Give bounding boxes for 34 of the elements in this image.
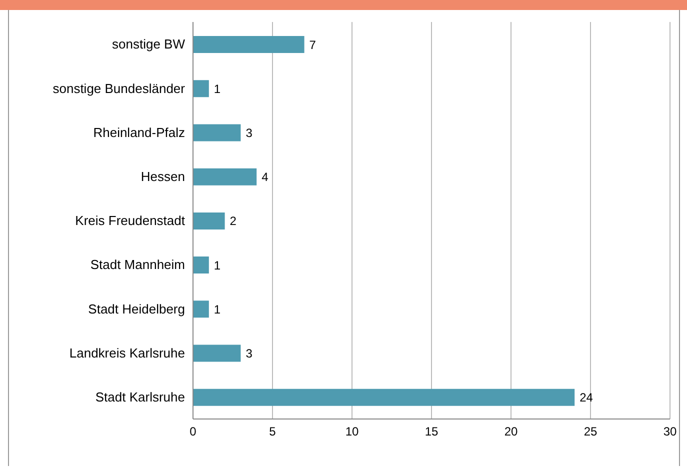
data-label: 4 <box>262 170 269 184</box>
y-tick-label: Hessen <box>140 169 185 184</box>
bar <box>193 80 209 98</box>
x-tick-label: 25 <box>584 424 598 439</box>
y-tick-label: Stadt Heidelberg <box>88 301 185 316</box>
data-label: 24 <box>580 390 594 405</box>
x-tick-label: 15 <box>424 424 438 439</box>
data-label: 1 <box>214 82 221 96</box>
data-label: 1 <box>214 258 221 272</box>
x-tick-label: 20 <box>504 424 518 439</box>
data-label: 3 <box>246 126 253 140</box>
bar <box>193 212 225 230</box>
x-tick-label: 30 <box>663 424 677 439</box>
x-tick-label: 10 <box>345 424 359 439</box>
y-tick-label: Rheinland-Pfalz <box>93 124 185 140</box>
data-label: 7 <box>309 38 316 52</box>
y-tick-label: Kreis Freudenstadt <box>75 213 186 228</box>
bar <box>193 168 257 186</box>
y-tick-label: sonstige BW <box>112 36 186 52</box>
bar <box>193 300 209 318</box>
bar <box>193 36 304 53</box>
y-tick-label: sonstige Bundesländer <box>52 80 186 96</box>
data-label: 2 <box>230 214 237 228</box>
bar <box>193 388 575 406</box>
bar <box>193 124 241 142</box>
x-tick-label: 0 <box>190 424 197 439</box>
y-tick-label: Landkreis Karlsruhe <box>69 345 185 360</box>
x-tick-label: 5 <box>269 424 276 439</box>
data-label: 3 <box>246 346 253 361</box>
y-tick-label: Stadt Karlsruhe <box>95 390 185 405</box>
y-tick-label: Stadt Mannheim <box>90 257 185 272</box>
bar <box>193 256 209 274</box>
data-label: 1 <box>214 302 221 316</box>
bar <box>193 344 241 362</box>
